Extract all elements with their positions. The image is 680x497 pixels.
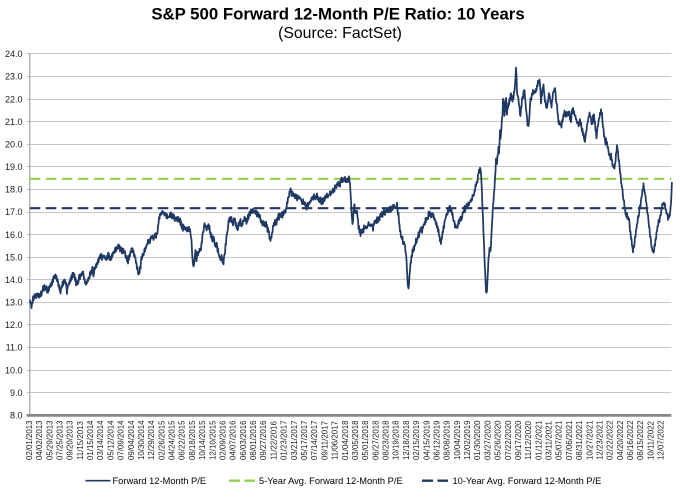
svg-text:10/04/2019: 10/04/2019 <box>453 420 462 460</box>
svg-text:02/01/2013: 02/01/2013 <box>25 420 34 460</box>
svg-text:19.0: 19.0 <box>5 162 23 172</box>
svg-text:08/15/2022: 08/15/2022 <box>636 421 645 461</box>
svg-text:05/07/2021: 05/07/2021 <box>555 421 564 461</box>
svg-text:06/22/2015: 06/22/2015 <box>178 420 187 460</box>
svg-text:08/08/2019: 08/08/2019 <box>443 420 452 460</box>
svg-text:04/02/2013: 04/02/2013 <box>35 420 44 460</box>
svg-text:20.0: 20.0 <box>5 139 23 149</box>
svg-text:14.0: 14.0 <box>5 275 23 285</box>
svg-text:05/29/2013: 05/29/2013 <box>45 420 54 460</box>
svg-text:03/05/2018: 03/05/2018 <box>351 420 360 460</box>
svg-text:03/14/2014: 03/14/2014 <box>96 420 105 460</box>
svg-text:09/11/2017: 09/11/2017 <box>320 421 329 460</box>
svg-text:08/31/2021: 08/31/2021 <box>575 421 584 461</box>
svg-text:03/11/2021: 03/11/2021 <box>545 421 554 460</box>
svg-text:09/20/2013: 09/20/2013 <box>66 420 75 460</box>
svg-text:10.0: 10.0 <box>5 365 23 375</box>
svg-text:04/07/2016: 04/07/2016 <box>229 420 238 460</box>
svg-text:06/16/2022: 06/16/2022 <box>626 421 635 461</box>
svg-text:24.0: 24.0 <box>5 49 23 59</box>
svg-text:05/17/2017: 05/17/2017 <box>300 421 309 461</box>
svg-text:5-Year Avg. Forward 12-Month P: 5-Year Avg. Forward 12-Month P/E <box>259 476 403 486</box>
svg-text:10-Year Avg. Forward 12-Month: 10-Year Avg. Forward 12-Month P/E <box>453 476 602 486</box>
svg-text:22.0: 22.0 <box>5 94 23 104</box>
svg-text:06/12/2019: 06/12/2019 <box>432 420 441 460</box>
svg-text:12/29/2014: 12/29/2014 <box>147 420 156 460</box>
svg-text:05/26/2020: 05/26/2020 <box>494 420 503 460</box>
svg-text:11/06/2017: 11/06/2017 <box>331 421 340 460</box>
svg-text:02/09/2016: 02/09/2016 <box>219 420 228 460</box>
svg-text:10/14/2015: 10/14/2015 <box>198 420 207 460</box>
svg-text:07/09/2014: 07/09/2014 <box>117 420 126 460</box>
svg-text:15.0: 15.0 <box>5 252 23 262</box>
svg-text:Forward 12-Month P/E: Forward 12-Month P/E <box>113 476 207 486</box>
svg-text:16.0: 16.0 <box>5 230 23 240</box>
svg-text:18.0: 18.0 <box>5 185 23 195</box>
svg-text:12/02/2019: 12/02/2019 <box>463 420 472 460</box>
svg-text:10/27/2021: 10/27/2021 <box>585 421 594 461</box>
svg-text:21.0: 21.0 <box>5 117 23 127</box>
svg-text:12.0: 12.0 <box>5 320 23 330</box>
svg-text:S&P 500 Forward 12-Month P/E R: S&P 500 Forward 12-Month P/E Ratio: 10 Y… <box>151 4 524 23</box>
svg-text:01/04/2018: 01/04/2018 <box>341 420 350 460</box>
svg-text:23.0: 23.0 <box>5 72 23 82</box>
svg-text:01/12/2021: 01/12/2021 <box>534 421 543 461</box>
svg-text:07/22/2020: 07/22/2020 <box>504 420 513 460</box>
svg-text:12/10/2015: 12/10/2015 <box>208 420 217 460</box>
svg-text:(Source: FactSet): (Source: FactSet) <box>278 25 402 42</box>
svg-text:06/27/2018: 06/27/2018 <box>371 420 380 460</box>
svg-text:11.0: 11.0 <box>6 343 23 353</box>
svg-text:01/15/2014: 01/15/2014 <box>86 420 95 460</box>
svg-text:12/07/2022: 12/07/2022 <box>657 421 666 461</box>
svg-text:02/22/2022: 02/22/2022 <box>606 421 615 461</box>
svg-text:17.0: 17.0 <box>5 207 23 217</box>
svg-text:12/23/2021: 12/23/2021 <box>596 421 605 461</box>
svg-text:04/15/2019: 04/15/2019 <box>422 420 431 460</box>
svg-text:8.0: 8.0 <box>10 411 23 421</box>
svg-text:11/12/2020: 11/12/2020 <box>524 420 533 460</box>
svg-text:04/24/2015: 04/24/2015 <box>168 420 177 460</box>
svg-text:9.0: 9.0 <box>10 388 23 398</box>
svg-text:11/15/2013: 11/15/2013 <box>76 420 85 460</box>
svg-text:03/21/2017: 03/21/2017 <box>290 421 299 461</box>
svg-text:01/23/2017: 01/23/2017 <box>280 421 289 461</box>
svg-text:13.0: 13.0 <box>5 298 23 308</box>
svg-text:08/18/2015: 08/18/2015 <box>188 420 197 460</box>
svg-text:07/14/2017: 07/14/2017 <box>310 421 319 461</box>
svg-text:02/15/2019: 02/15/2019 <box>412 420 421 460</box>
svg-text:02/26/2015: 02/26/2015 <box>157 420 166 460</box>
svg-text:09/17/2020: 09/17/2020 <box>514 420 523 460</box>
svg-text:12/18/2018: 12/18/2018 <box>402 420 411 460</box>
svg-text:10/11/2022: 10/11/2022 <box>646 421 655 460</box>
svg-text:09/27/2016: 09/27/2016 <box>259 420 268 460</box>
svg-text:10/30/2014: 10/30/2014 <box>137 420 146 460</box>
svg-text:06/03/2016: 06/03/2016 <box>239 420 248 460</box>
svg-text:08/23/2018: 08/23/2018 <box>382 420 391 460</box>
svg-text:11/22/2016: 11/22/2016 <box>269 420 278 460</box>
svg-text:05/01/2018: 05/01/2018 <box>361 420 370 460</box>
svg-text:08/01/2016: 08/01/2016 <box>249 420 258 460</box>
svg-text:05/12/2014: 05/12/2014 <box>106 420 115 460</box>
svg-text:01/30/2020: 01/30/2020 <box>473 420 482 460</box>
svg-text:03/27/2020: 03/27/2020 <box>483 420 492 460</box>
svg-text:07/06/2021: 07/06/2021 <box>565 421 574 461</box>
svg-text:07/25/2013: 07/25/2013 <box>56 420 65 460</box>
svg-text:04/20/2022: 04/20/2022 <box>616 421 625 461</box>
svg-text:10/19/2018: 10/19/2018 <box>392 420 401 460</box>
svg-text:09/04/2014: 09/04/2014 <box>127 420 136 460</box>
